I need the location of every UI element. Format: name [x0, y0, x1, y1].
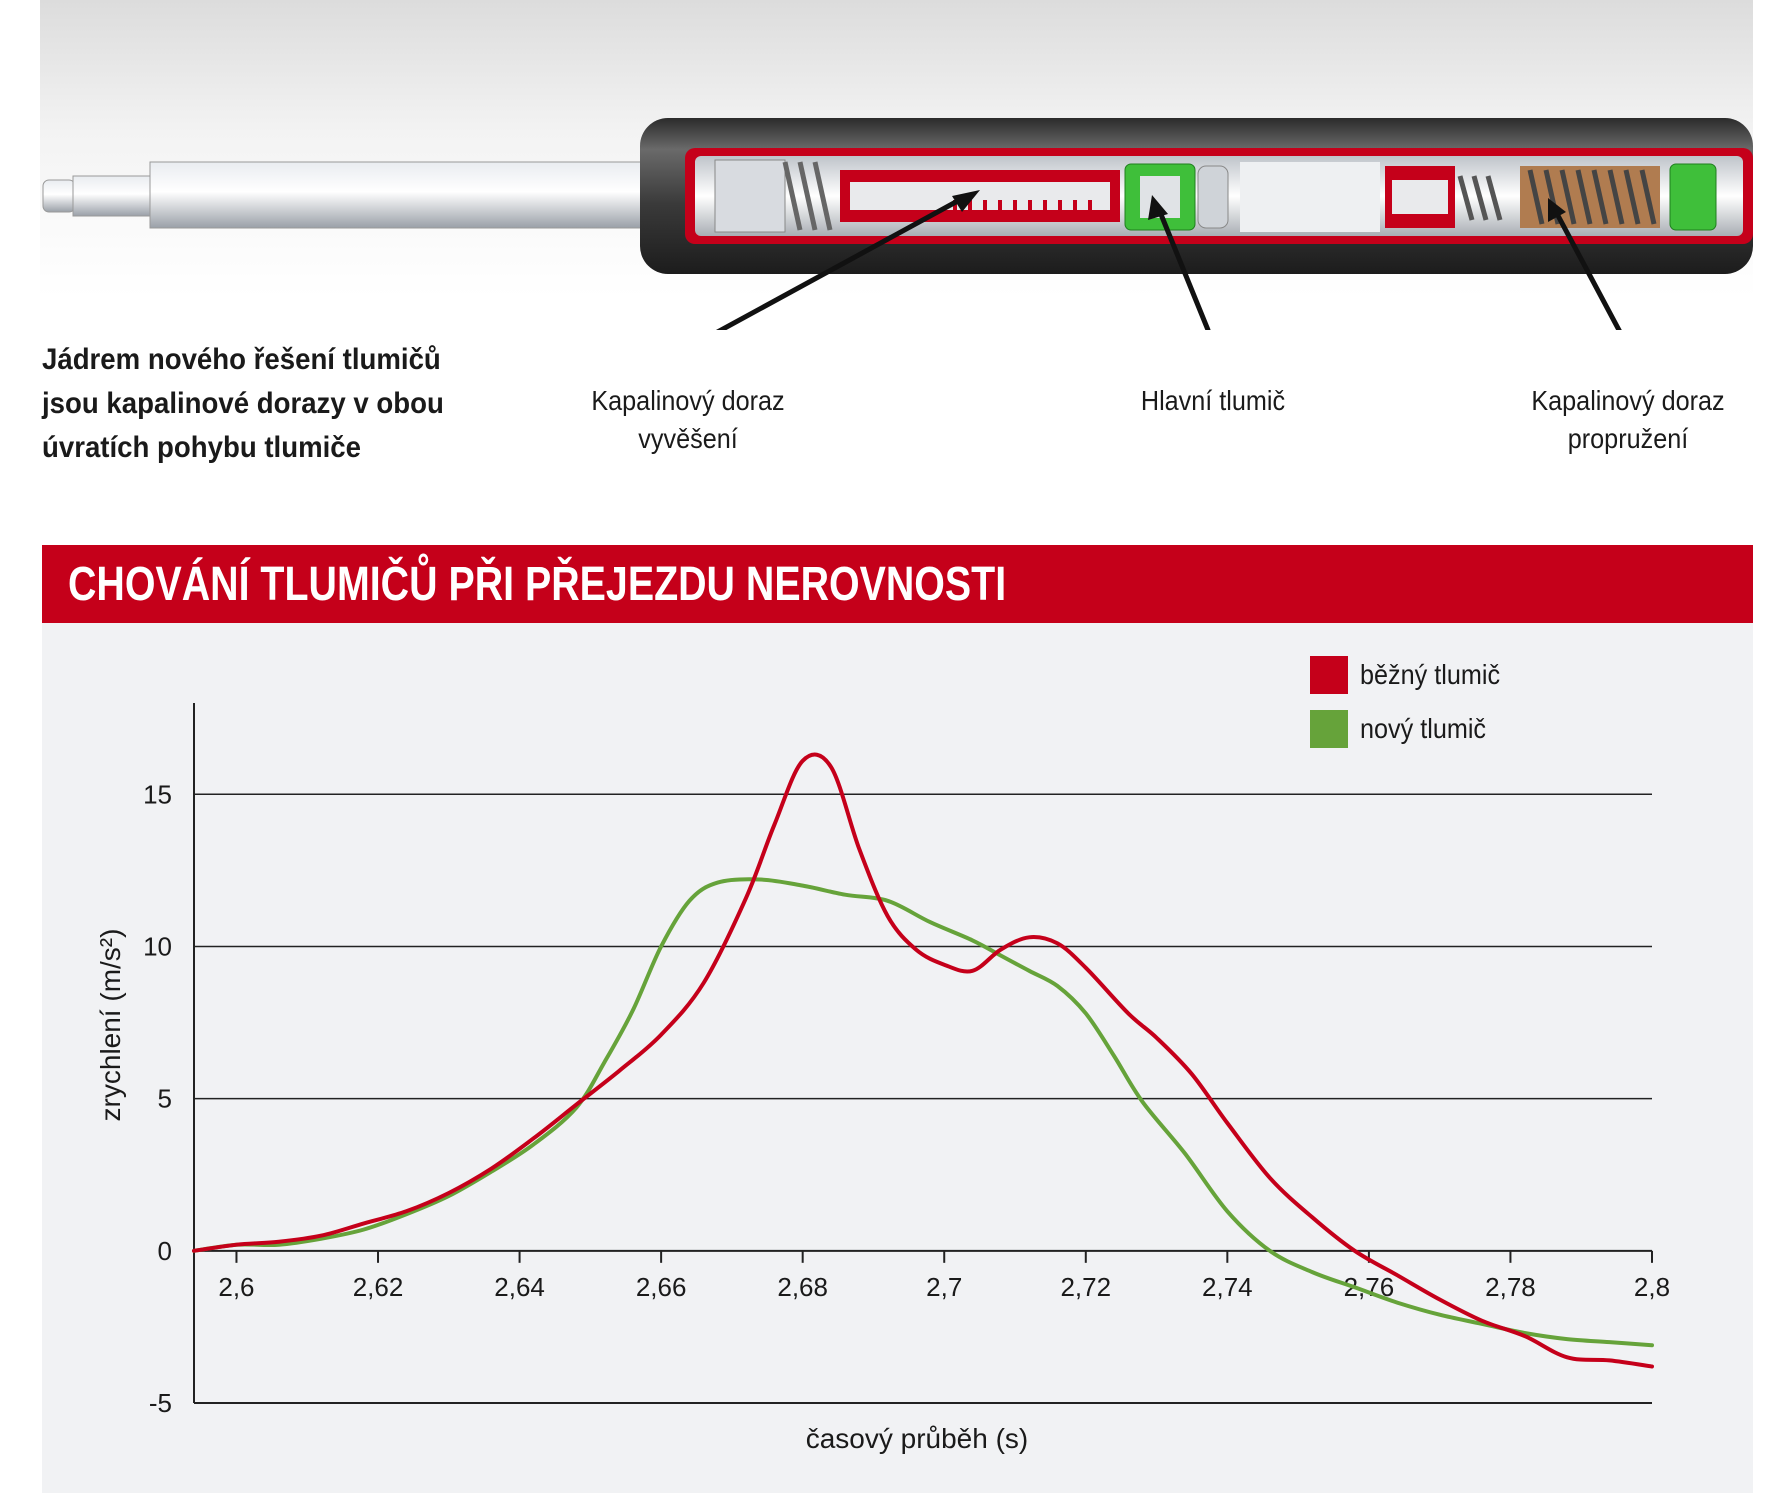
x-tick-label: 2,62 — [353, 1272, 404, 1302]
callout-line: Kapalinový doraz — [591, 385, 785, 416]
callout-rebound-stop: Kapalinový doraz vyvěšení — [580, 382, 796, 458]
y-tick-label: 10 — [143, 931, 172, 961]
callout-line: Hlavní tlumič — [1140, 385, 1286, 416]
legend-label: nový tlumič — [1360, 713, 1487, 744]
intro-text: Jádrem nového řešení tlumičů jsou kapali… — [42, 338, 465, 470]
series-line-novy-tlumic — [192, 877, 1654, 1348]
y-tick-labels: 15 10 5 0 -5 — [143, 779, 172, 1418]
axes — [193, 703, 1652, 1404]
series-line-bezny-tlumic — [192, 752, 1654, 1369]
x-tick-label: 2,7 — [926, 1272, 962, 1302]
chart-title-band: CHOVÁNÍ TLUMIČŮ PŘI PŘEJEZDU NEROVNOSTI — [42, 545, 1753, 623]
x-tick-label: 2,74 — [1202, 1272, 1253, 1302]
callout-line: Kapalinový doraz — [1531, 385, 1725, 416]
y-tick-label: 15 — [143, 779, 172, 809]
x-tick-label: 2,66 — [636, 1272, 687, 1302]
intro-line: Jádrem nového řešení tlumičů — [42, 343, 441, 376]
line-chart: 2,6 2,62 2,64 2,66 2,68 2,7 2,72 2,74 2,76 2,78 2,… — [95, 703, 1670, 1454]
grid-lines — [194, 793, 1652, 1100]
intro-line: jsou kapalinové dorazy v obou — [42, 387, 444, 420]
rod-tip — [42, 179, 76, 213]
x-axis-label: časový průběh (s) — [806, 1423, 1029, 1454]
y-tick-label: 0 — [158, 1236, 172, 1266]
damper-illustration — [40, 0, 1753, 330]
y-tick-label: 5 — [158, 1084, 172, 1114]
legend-label: běžný tlumič — [1360, 659, 1501, 690]
callout-line: propružení — [1567, 423, 1689, 454]
legend-item: běžný tlumič — [1310, 656, 1516, 694]
series-lines — [192, 752, 1654, 1369]
x-tick-label: 2,68 — [777, 1272, 828, 1302]
x-tick-label: 2,6 — [218, 1272, 254, 1302]
callout-arrows — [715, 194, 1622, 330]
piston-rod — [149, 161, 671, 229]
callout-compression-stop: Kapalinový doraz propružení — [1520, 382, 1736, 458]
y-tick-label: -5 — [149, 1388, 172, 1418]
x-tick-labels: 2,6 2,62 2,64 2,66 2,68 2,7 2,72 2,74 2,76 2,78 2,… — [218, 1250, 1670, 1302]
x-tick-label: 2,8 — [1634, 1272, 1670, 1302]
legend-item: nový tlumič — [1310, 710, 1516, 748]
x-tick-label: 2,64 — [494, 1272, 545, 1302]
legend: běžný tlumič nový tlumič — [1310, 656, 1516, 764]
rod-step — [72, 175, 154, 217]
chart-panel: 2,6 2,62 2,64 2,66 2,68 2,7 2,72 2,74 2,76 2,78 2,… — [42, 623, 1753, 1493]
chart-title: CHOVÁNÍ TLUMIČŮ PŘI PŘEJEZDU NEROVNOSTI — [68, 558, 1007, 611]
legend-swatch-green — [1310, 710, 1348, 748]
x-tick-label: 2,78 — [1485, 1272, 1536, 1302]
intro-line: úvratích pohybu tlumiče — [42, 431, 361, 464]
callout-line: vyvěšení — [638, 423, 738, 454]
x-tick-label: 2,72 — [1060, 1272, 1111, 1302]
y-axis-label: zrychlení (m/s²) — [95, 929, 126, 1122]
callout-main-damper: Hlavní tlumič — [1119, 382, 1308, 420]
legend-swatch-red — [1310, 656, 1348, 694]
damper-cutaway-drawing — [42, 118, 1753, 330]
